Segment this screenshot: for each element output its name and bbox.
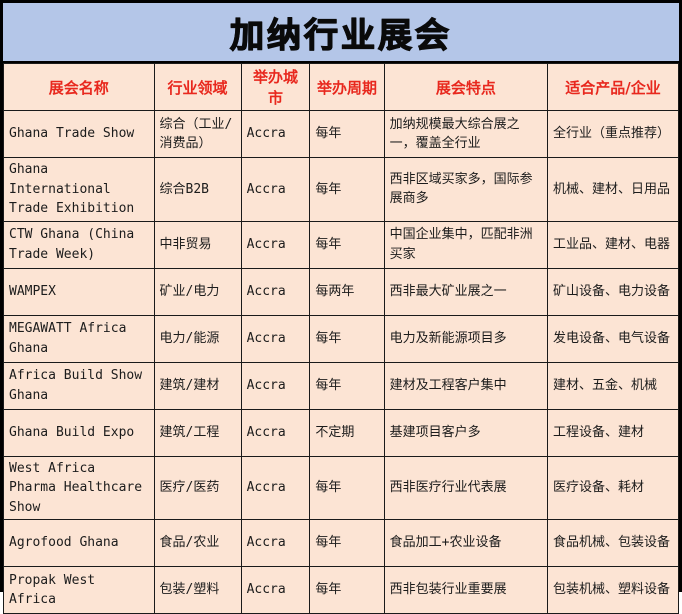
exhibition-name-cell: Ghana International Trade Exhibition: [3, 157, 155, 222]
table-row: Propak West Africa 包装/塑料 Accra 每年 西非包装行业重要展包…: [3, 566, 679, 614]
host-city-cell: Accra: [240, 408, 311, 457]
industry-field-cell: 综合（工业/消费品）: [153, 110, 242, 158]
host-city-cell: Accra: [240, 361, 311, 410]
column-header-frequency: 举办周期: [309, 63, 385, 111]
exhibition-name-cell: Africa Build Show Ghana: [3, 361, 155, 410]
frequency-cell: 每两年: [309, 267, 385, 316]
frequency-cell: 每年: [309, 220, 385, 269]
features-cell: 电力及新能源项目多: [383, 314, 549, 363]
exhibition-name-cell: Ghana Trade Show: [3, 110, 155, 158]
frequency-cell: 每年: [309, 566, 385, 614]
frequency-cell: 每年: [309, 314, 385, 363]
frequency-cell: 不定期: [309, 408, 385, 457]
features-cell: 食品加工+农业设备: [383, 519, 549, 567]
column-header-industry-field: 行业领域: [153, 63, 242, 111]
frequency-cell: 每年: [309, 455, 385, 520]
host-city-cell: Accra: [240, 157, 311, 222]
suitable-products-cell: 包装机械、塑料设备: [547, 566, 679, 614]
suitable-products-cell: 工业品、建材、电器: [547, 220, 679, 269]
suitable-products-cell: 建材、五金、机械: [547, 361, 679, 410]
industry-field-cell: 矿业/电力: [153, 267, 242, 316]
suitable-products-cell: 食品机械、包装设备: [547, 519, 679, 567]
frequency-cell: 每年: [309, 519, 385, 567]
table-row: Agrofood Ghana 食品/农业 Accra 每年 食品加工+农业设备 食品机械、…: [3, 519, 679, 567]
industry-field-cell: 建筑/工程: [153, 408, 242, 457]
column-header-exhibition-name: 展会名称: [3, 63, 155, 111]
industry-field-cell: 食品/农业: [153, 519, 242, 567]
suitable-products-cell: 全行业（重点推荐）: [547, 110, 679, 158]
exhibition-name-cell: MEGAWATT Africa Ghana: [3, 314, 155, 363]
suitable-products-cell: 医疗设备、耗材: [547, 455, 679, 520]
column-header-suitable-products: 适合产品/企业: [547, 63, 679, 111]
features-cell: 加纳规模最大综合展之一，覆盖全行业: [383, 110, 549, 158]
industry-field-cell: 综合B2B: [153, 157, 242, 222]
industry-field-cell: 包装/塑料: [153, 566, 242, 614]
host-city-cell: Accra: [240, 566, 311, 614]
host-city-cell: Accra: [240, 267, 311, 316]
industry-field-cell: 中非贸易: [153, 220, 242, 269]
exhibition-name-cell: West Africa Pharma Healthcare Show: [3, 455, 155, 520]
frequency-cell: 每年: [309, 157, 385, 222]
frequency-cell: 每年: [309, 110, 385, 158]
exhibition-name-cell: Propak West Africa: [3, 566, 155, 614]
suitable-products-cell: 机械、建材、日用品: [547, 157, 679, 222]
features-cell: 中国企业集中，匹配非洲买家: [383, 220, 549, 269]
exhibition-name-cell: Agrofood Ghana: [3, 519, 155, 567]
title-banner: 加纳行业展会: [3, 3, 679, 63]
host-city-cell: Accra: [240, 314, 311, 363]
exhibition-name-cell: WAMPEX: [3, 267, 155, 316]
table-row: Ghana Trade Show 综合（工业/消费品） Accra 每年 加纳规模最大综…: [3, 110, 679, 158]
features-cell: 基建项目客户多: [383, 408, 549, 457]
host-city-cell: Accra: [240, 110, 311, 158]
suitable-products-cell: 工程设备、建材: [547, 408, 679, 457]
industry-field-cell: 电力/能源: [153, 314, 242, 363]
table-row: WAMPEX 矿业/电力 Accra 每两年 西非最大矿业展之一 矿山设备、电力设备: [3, 267, 679, 316]
exhibition-name-cell: Ghana Build Expo: [3, 408, 155, 457]
column-header-host-city: 举办城市: [240, 63, 311, 111]
table-row: Ghana International Trade Exhibition 综合B2…: [3, 157, 679, 222]
frequency-cell: 每年: [309, 361, 385, 410]
suitable-products-cell: 发电设备、电气设备: [547, 314, 679, 363]
table-row: Ghana Build Expo 建筑/工程 Accra 不定期 基建项目客户多 工程设备…: [3, 408, 679, 457]
host-city-cell: Accra: [240, 519, 311, 567]
host-city-cell: Accra: [240, 455, 311, 520]
exhibitions-table: 展会名称 行业领域 举办城市 举办周期 展会特点 适合产品/企业 Ghana Trade …: [3, 63, 679, 614]
table-row: Africa Build Show Ghana 建筑/建材 Accra 每年 建材及工程…: [3, 361, 679, 410]
features-cell: 西非医疗行业代表展: [383, 455, 549, 520]
features-cell: 西非最大矿业展之一: [383, 267, 549, 316]
suitable-products-cell: 矿山设备、电力设备: [547, 267, 679, 316]
page-title: 加纳行业展会: [229, 15, 452, 56]
column-header-features: 展会特点: [383, 63, 549, 111]
features-cell: 西非区域买家多，国际参展商多: [383, 157, 549, 222]
table-row: West Africa Pharma Healthcare Show 医疗/医药 A…: [3, 455, 679, 520]
exhibition-name-cell: CTW Ghana (China Trade Week): [3, 220, 155, 269]
host-city-cell: Accra: [240, 220, 311, 269]
industry-field-cell: 医疗/医药: [153, 455, 242, 520]
table-row: MEGAWATT Africa Ghana 电力/能源 Accra 每年 电力及新能源项…: [3, 314, 679, 363]
header-row: 展会名称 行业领域 举办城市 举办周期 展会特点 适合产品/企业: [3, 63, 679, 111]
features-cell: 建材及工程客户集中: [383, 361, 549, 410]
industry-field-cell: 建筑/建材: [153, 361, 242, 410]
table-row: CTW Ghana (China Trade Week) 中非贸易 Accra 每年中…: [3, 220, 679, 269]
features-cell: 西非包装行业重要展: [383, 566, 549, 614]
